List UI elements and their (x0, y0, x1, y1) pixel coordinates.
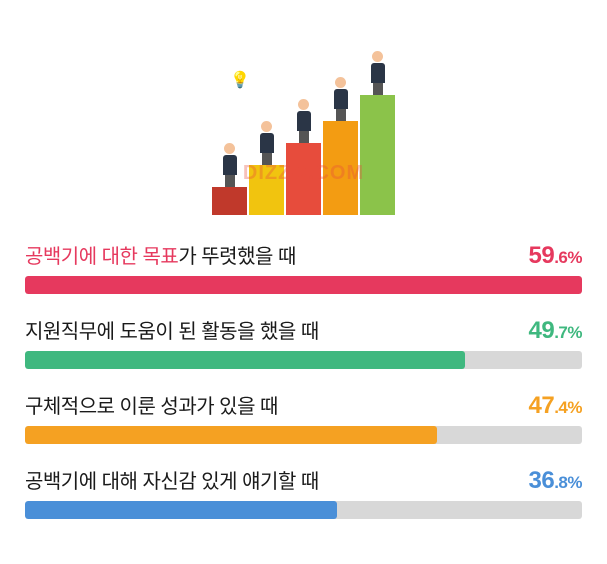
step-bars (212, 95, 395, 215)
value-pct: % (567, 473, 582, 492)
step-bar (212, 187, 247, 215)
row-label: 구체적으로 이룬 성과가 있을 때 (25, 390, 278, 419)
bar-fill (25, 426, 437, 444)
label-rest: 을 했을 때 (237, 321, 319, 343)
watermark-text: DIZZO.COM (243, 162, 364, 185)
bar-track (25, 501, 582, 519)
label-highlight: 지원직무에 도움이 된 활동 (25, 321, 237, 343)
label-rest: 가 있을 때 (196, 396, 278, 418)
row-value: 36.8% (528, 467, 582, 495)
label-rest: 할 때 (278, 471, 319, 493)
bar-track (25, 426, 582, 444)
bar-chart: 공백기에 대한 목표가 뚜렷했을 때59.6%지원직무에 도움이 된 활동을 했… (20, 240, 587, 519)
bar-fill (25, 501, 337, 519)
person-icon (328, 77, 354, 121)
hero-illustration: 💡 DIZZO.COM (20, 15, 587, 215)
chart-row: 공백기에 대해 자신감 있게 얘기할 때 36.8% (25, 465, 582, 519)
lightbulb-icon: 💡 (230, 70, 250, 90)
row-header: 공백기에 대해 자신감 있게 얘기할 때 36.8% (25, 465, 582, 495)
value-dec: .6 (554, 248, 567, 267)
label-highlight: 구체적으로 이룬 성과 (25, 396, 196, 418)
chart-row: 공백기에 대한 목표가 뚜렷했을 때 59.6% (25, 240, 582, 294)
bar-track (25, 351, 582, 369)
person-icon (217, 143, 243, 187)
label-highlight: 공백기에 대한 목표 (25, 246, 178, 268)
person-icon (365, 51, 391, 95)
value-pct: % (567, 248, 582, 267)
label-rest: 가 뚜렷했을 때 (178, 246, 296, 268)
row-header: 지원직무에 도움이 된 활동을 했을 때 49.7% (25, 315, 582, 345)
person-icon (291, 99, 317, 143)
row-value: 49.7% (528, 317, 582, 345)
label-highlight: 공백기에 대해 자신감 있게 얘기 (25, 471, 278, 493)
value-int: 49 (528, 317, 554, 344)
value-dec: .8 (554, 473, 567, 492)
value-int: 59 (528, 242, 554, 269)
row-label: 지원직무에 도움이 된 활동을 했을 때 (25, 315, 319, 344)
row-label: 공백기에 대해 자신감 있게 얘기할 때 (25, 465, 319, 494)
value-int: 47 (528, 392, 554, 419)
bar-track (25, 276, 582, 294)
chart-row: 구체적으로 이룬 성과가 있을 때 47.4% (25, 390, 582, 444)
step-bar (360, 95, 395, 215)
chart-row: 지원직무에 도움이 된 활동을 했을 때 49.7% (25, 315, 582, 369)
person-icon (254, 121, 280, 165)
row-value: 47.4% (528, 392, 582, 420)
row-label: 공백기에 대한 목표가 뚜렷했을 때 (25, 240, 296, 269)
value-int: 36 (528, 467, 554, 494)
bar-fill (25, 351, 465, 369)
row-header: 공백기에 대한 목표가 뚜렷했을 때 59.6% (25, 240, 582, 270)
row-header: 구체적으로 이룬 성과가 있을 때 47.4% (25, 390, 582, 420)
bar-fill (25, 276, 582, 294)
value-pct: % (567, 398, 582, 417)
row-value: 59.6% (528, 242, 582, 270)
value-dec: .7 (554, 323, 567, 342)
value-dec: .4 (554, 398, 567, 417)
value-pct: % (567, 323, 582, 342)
